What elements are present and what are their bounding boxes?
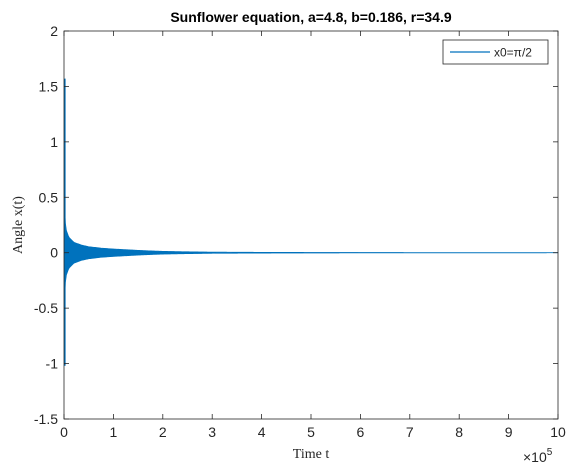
x-tick-label: 7 bbox=[406, 424, 414, 440]
y-tick-label: 2 bbox=[50, 23, 58, 39]
y-tick-label: -1 bbox=[46, 356, 59, 372]
y-tick-label: 1.5 bbox=[39, 78, 59, 94]
x-axis-multiplier-exponent: 5 bbox=[547, 447, 553, 458]
x-tick-label: 4 bbox=[258, 424, 266, 440]
x-tick-label: 9 bbox=[505, 424, 513, 440]
x-tick-label: 10 bbox=[550, 424, 566, 440]
x-tick-label: 0 bbox=[60, 424, 68, 440]
x-axis-multiplier: ×105 bbox=[523, 447, 553, 465]
x-tick-label: 3 bbox=[208, 424, 216, 440]
x-tick-label: 1 bbox=[110, 424, 118, 440]
x-axis-multiplier-base: ×10 bbox=[523, 449, 547, 465]
x-tick-label: 5 bbox=[307, 424, 315, 440]
y-tick-label: 0.5 bbox=[39, 189, 59, 205]
y-tick-label: 0 bbox=[50, 245, 58, 261]
y-tick-label: 1 bbox=[50, 134, 58, 150]
x-tick-label: 2 bbox=[159, 424, 167, 440]
x-axis-label: Time t bbox=[293, 447, 330, 462]
axes-layer: 0 1 2 3 4 5 6 7 8 9 10 -1.5 -1 -0.5 0 0.5 1 1.5 2 bbox=[34, 23, 566, 440]
y-tick-label: -0.5 bbox=[34, 300, 58, 316]
legend-label: x0=π/2 bbox=[494, 46, 532, 60]
x-tick-label: 6 bbox=[357, 424, 365, 440]
legend: x0=π/2 bbox=[442, 39, 549, 65]
y-axis-label: Angle x(t) bbox=[11, 196, 26, 254]
plot-area bbox=[64, 31, 558, 419]
chart-title: Sunflower equation, a=4.8, b=0.186, r=34… bbox=[170, 9, 451, 25]
x-tick-label: 8 bbox=[455, 424, 463, 440]
y-tick-label: -1.5 bbox=[34, 411, 58, 427]
